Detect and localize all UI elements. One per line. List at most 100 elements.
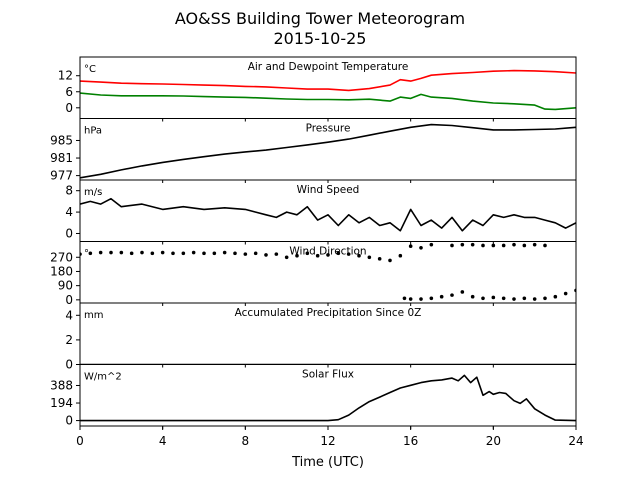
y-tick-label: 0: [65, 414, 73, 428]
data-point: [129, 251, 134, 256]
data-point: [171, 251, 175, 256]
data-point: [284, 255, 289, 260]
figure-title: AO&SS Building Tower Meteorogram: [175, 9, 465, 28]
data-point: [501, 243, 506, 248]
data-point: [481, 243, 485, 248]
x-axis: 0 4 8 12 16 20 24: [76, 426, 584, 448]
panel-unit: °: [84, 249, 89, 260]
series-line-1: [80, 197, 576, 232]
data-point: [512, 242, 516, 247]
figure-date: 2015-10-25: [274, 29, 367, 48]
data-point: [295, 253, 299, 258]
data-point: [388, 258, 392, 263]
data-point: [532, 242, 537, 247]
data-point: [553, 294, 558, 299]
data-point: [140, 250, 144, 255]
series-line-1: [80, 123, 576, 179]
panels: 12 6 0 °C Air and Dewpoint Temperature 985 981…: [50, 56, 577, 429]
data-point: [532, 297, 537, 301]
panel-series: [80, 69, 576, 111]
data-point: [253, 251, 258, 256]
data-point: [522, 243, 527, 248]
x-tick-label: 12: [320, 434, 335, 448]
panel-unit: hPa: [84, 126, 102, 137]
data-point: [109, 250, 113, 255]
y-tick-label: 270: [50, 250, 73, 264]
data-point: [181, 251, 186, 256]
data-point: [367, 255, 372, 260]
y-tick-label: 981: [50, 151, 73, 165]
y-tick-label: 977: [50, 169, 73, 183]
data-point: [346, 252, 351, 256]
data-point: [336, 251, 341, 256]
data-point: [119, 250, 124, 255]
x-tick-label: 0: [76, 434, 84, 448]
y-tick-label: 6: [65, 85, 73, 99]
data-point: [460, 242, 465, 247]
panel-unit: W/m^2: [84, 372, 122, 383]
data-point: [150, 251, 155, 256]
y-tick-label: 8: [65, 184, 73, 198]
data-point: [305, 251, 310, 256]
data-point: [191, 250, 196, 255]
data-point: [429, 296, 434, 301]
panel-1: 12 6 0 °C Air and Dewpoint Temperature: [58, 56, 577, 122]
y-tick-label: 12: [58, 69, 73, 83]
data-point: [460, 290, 465, 294]
x-tick-label: 4: [159, 434, 167, 448]
y-tick-label: 2: [65, 333, 73, 347]
panel-title: Accumulated Precipitation Since 0Z: [235, 307, 422, 319]
data-point: [408, 244, 413, 249]
panel-5: 4 2 0 mm Accumulated Precipitation Since 0Z: [65, 302, 577, 372]
x-tick-label: 8: [242, 434, 250, 448]
panel-unit: m/s: [84, 187, 102, 198]
x-tick-label: 16: [403, 434, 418, 448]
data-point: [543, 243, 547, 248]
panel-2: 985 981 977 hPa Pressure: [50, 118, 577, 183]
data-point: [408, 297, 413, 301]
panel-unit: °C: [84, 64, 96, 75]
data-point: [439, 294, 444, 299]
series-line-1: [80, 69, 576, 92]
y-tick-label: 0: [65, 358, 73, 372]
data-point: [522, 296, 527, 301]
data-point: [491, 295, 496, 300]
panel-series: [80, 197, 576, 232]
x-tick-label: 24: [568, 434, 583, 448]
data-point: [470, 242, 475, 247]
data-point: [326, 253, 330, 257]
data-point: [402, 296, 407, 301]
panel-title: Pressure: [306, 123, 351, 135]
data-point: [512, 297, 516, 301]
y-tick-label: 0: [65, 101, 73, 115]
panel-series: [80, 374, 576, 422]
panel-3: 8 4 0 m/s Wind Speed: [65, 179, 577, 245]
y-tick-label: 90: [58, 279, 73, 293]
panel-6: 388 194 0 W/m^2 Solar Flux: [50, 364, 577, 429]
data-point: [450, 243, 454, 248]
panel-unit: mm: [84, 310, 103, 321]
x-tick-label: 20: [486, 434, 501, 448]
data-point: [501, 296, 506, 301]
panel-title: Wind Speed: [297, 184, 360, 196]
data-point: [491, 243, 496, 248]
y-tick-label: 180: [50, 264, 73, 278]
y-tick-label: 4: [65, 205, 73, 219]
panel-title: Air and Dewpoint Temperature: [248, 61, 409, 73]
data-point: [243, 252, 248, 256]
data-point: [419, 297, 423, 301]
data-point: [357, 253, 361, 258]
data-point: [419, 246, 423, 250]
panel-title: Solar Flux: [302, 369, 354, 381]
y-tick-label: 0: [65, 293, 73, 307]
y-tick-label: 0: [65, 226, 73, 240]
data-point: [377, 257, 382, 261]
data-point: [222, 250, 227, 255]
y-tick-label: 4: [65, 308, 73, 322]
y-tick-label: 194: [50, 396, 73, 410]
data-point: [88, 251, 93, 256]
data-point: [429, 242, 434, 247]
data-point: [398, 253, 403, 258]
data-point: [315, 253, 320, 258]
